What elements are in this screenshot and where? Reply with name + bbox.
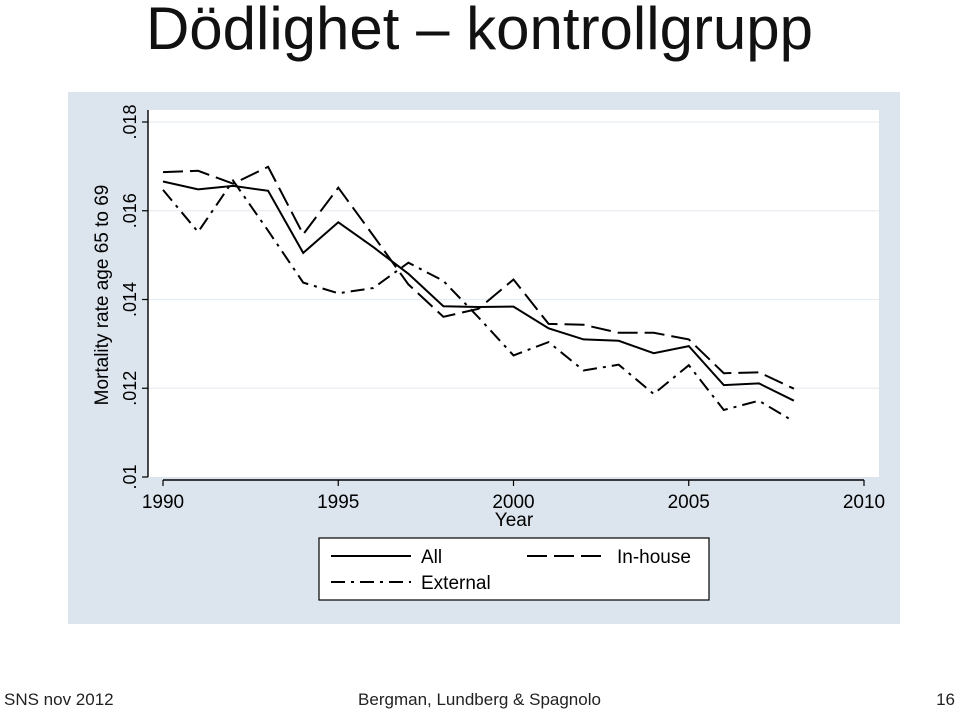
y-tick-label: .016 (120, 193, 140, 228)
legend-box (318, 537, 710, 601)
y-tick-label: .01 (120, 464, 140, 489)
footer-authors: Bergman, Lundberg & Spagnolo (358, 690, 601, 709)
plot-area (148, 110, 879, 477)
legend-label-all: All (421, 547, 442, 568)
x-tick-label: 2010 (843, 492, 885, 513)
series-line-external (162, 178, 795, 423)
x-tick-label: 2005 (668, 492, 710, 513)
series-layer (162, 165, 795, 423)
series-line-in-house (162, 165, 795, 390)
slide-title: Dödlighet – kontrollgrupp (145, 0, 814, 62)
grid-layer (148, 121, 879, 389)
x-tick-label: 1990 (142, 492, 184, 513)
x-axis-title: Year (495, 510, 534, 531)
series-line-all (162, 180, 795, 402)
legend: All In-house External (318, 537, 710, 601)
y-tick-label: .014 (120, 282, 140, 317)
axis-layer: .01 .012 .014 .016 .018 1990 1995 2000 2005 2010 (120, 104, 885, 513)
mortality-chart: .01.012.014.016.018 1990 1995 2000 2005 2010 … (68, 92, 900, 624)
legend-label-in-house: In-house (617, 547, 691, 568)
page-number: 16 (936, 690, 955, 709)
footer-event: SNS nov 2012 (4, 690, 114, 709)
legend-label-external: External (421, 573, 491, 594)
y-tick-label: .018 (120, 104, 140, 139)
x-tick-label: 2000 (492, 492, 534, 513)
x-tick-label: 1995 (317, 492, 359, 513)
y-tick-label: .012 (120, 371, 140, 406)
y-axis-title: Mortality rate age 65 to 69 (92, 185, 113, 406)
